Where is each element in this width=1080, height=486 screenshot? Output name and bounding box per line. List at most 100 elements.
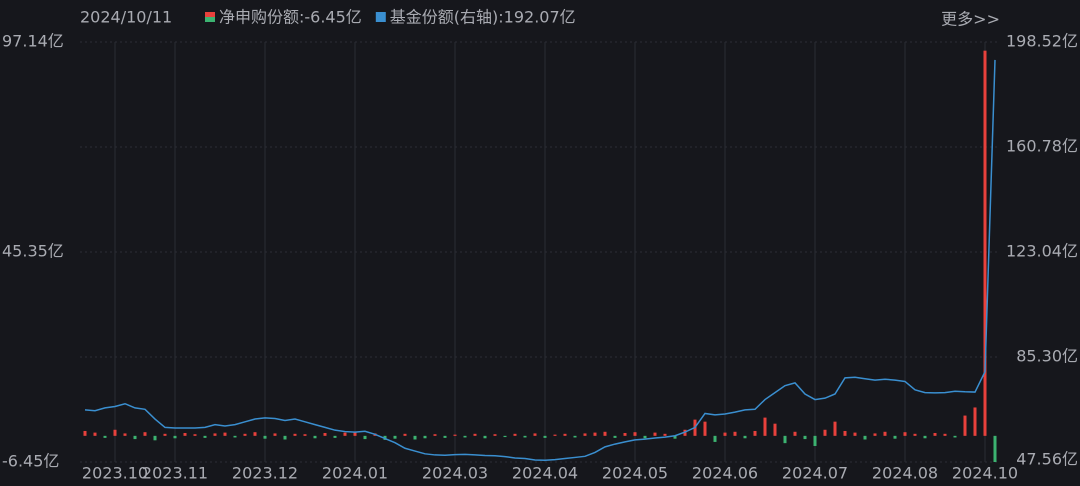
bar: [103, 435, 107, 438]
bar: [953, 435, 957, 438]
bar: [493, 434, 497, 436]
more-link[interactable]: 更多>>: [941, 10, 1000, 29]
bar: [813, 435, 817, 446]
bar: [573, 435, 577, 438]
x-tick-label: 2024.07: [782, 464, 848, 483]
x-tick-label: 2023.11: [142, 464, 208, 483]
bar: [873, 433, 877, 436]
bar: [133, 435, 137, 440]
y2-tick-label: 198.52亿: [1006, 32, 1078, 51]
bar: [153, 435, 157, 441]
bar: [343, 432, 347, 436]
bar: [823, 429, 827, 436]
bar: [453, 434, 457, 436]
bar: [663, 433, 667, 436]
bar: [843, 430, 847, 436]
bar: [473, 433, 477, 436]
bar: [753, 430, 757, 436]
legend-label: 净申购份额:-6.45亿: [219, 8, 362, 27]
bar: [743, 435, 747, 439]
bar: [783, 435, 787, 444]
bar: [653, 432, 657, 436]
bar: [503, 435, 507, 438]
bar: [323, 433, 327, 436]
date: 2024/10/11: [80, 8, 172, 27]
bar: [993, 435, 997, 462]
bar: [243, 433, 247, 436]
bar: [523, 435, 527, 438]
bar: [433, 434, 437, 436]
bar: [633, 432, 637, 436]
bar: [593, 432, 597, 436]
bar: [963, 415, 967, 436]
bar: [553, 434, 557, 436]
bar: [183, 433, 187, 436]
bar: [543, 435, 547, 438]
bar: [613, 435, 617, 438]
bar: [733, 431, 737, 436]
y2-tick-label: 47.56亿: [1016, 450, 1078, 469]
bar: [443, 435, 447, 438]
bar: [793, 431, 797, 436]
bar: [213, 433, 217, 436]
bar: [923, 435, 927, 439]
bar: [423, 435, 427, 439]
bar: [463, 435, 467, 438]
bar: [803, 435, 807, 440]
x-tick-label: 2024.04: [512, 464, 578, 483]
bar: [393, 435, 397, 439]
bar: [403, 433, 407, 436]
bar: [123, 433, 127, 436]
x-tick-label: 2024.10: [952, 464, 1018, 483]
bar: [193, 434, 197, 436]
bar: [913, 433, 917, 436]
legend-swatch: [375, 12, 386, 22]
bar: [933, 433, 937, 436]
bar: [863, 435, 867, 440]
bar: [833, 421, 837, 436]
bar: [623, 433, 627, 436]
bar: [283, 435, 287, 440]
bar: [943, 433, 947, 436]
bar: [113, 429, 117, 436]
bar: [483, 435, 487, 439]
y2-tick-label: 123.04亿: [1006, 242, 1078, 261]
y-tick-label: -6.45亿: [2, 452, 59, 471]
legend-swatch: [205, 17, 215, 22]
x-tick-label: 2024.06: [692, 464, 758, 483]
line: [84, 59, 996, 461]
bar: [903, 432, 907, 436]
bar: [413, 435, 417, 440]
bar: [723, 432, 727, 436]
legend-label: 基金份额(右轴):192.07亿: [390, 8, 576, 27]
y-tick-label: 45.35亿: [2, 241, 64, 260]
bar: [143, 432, 147, 436]
bar: [563, 433, 567, 436]
bar: [313, 435, 317, 439]
bar: [893, 435, 897, 439]
y-tick-label: 97.14亿: [2, 32, 64, 51]
bar: [883, 431, 887, 436]
bar: [203, 435, 207, 438]
legend-swatch: [205, 12, 215, 17]
bar: [583, 433, 587, 436]
bar: [223, 432, 227, 436]
bar: [363, 435, 367, 440]
x-tick-label: 2024.01: [322, 464, 388, 483]
bar: [173, 435, 177, 439]
x-tick-label: 2023.12: [232, 464, 298, 483]
bar: [973, 407, 977, 436]
bar: [293, 433, 297, 436]
bar: [763, 417, 767, 436]
bar: [703, 421, 707, 436]
bar: [533, 433, 537, 436]
bar: [263, 435, 267, 439]
bar: [353, 431, 357, 436]
x-tick-label: 2024.08: [872, 464, 938, 483]
bar: [333, 435, 337, 438]
bar: [233, 435, 237, 438]
bar: [163, 433, 167, 436]
bar: [273, 433, 277, 436]
